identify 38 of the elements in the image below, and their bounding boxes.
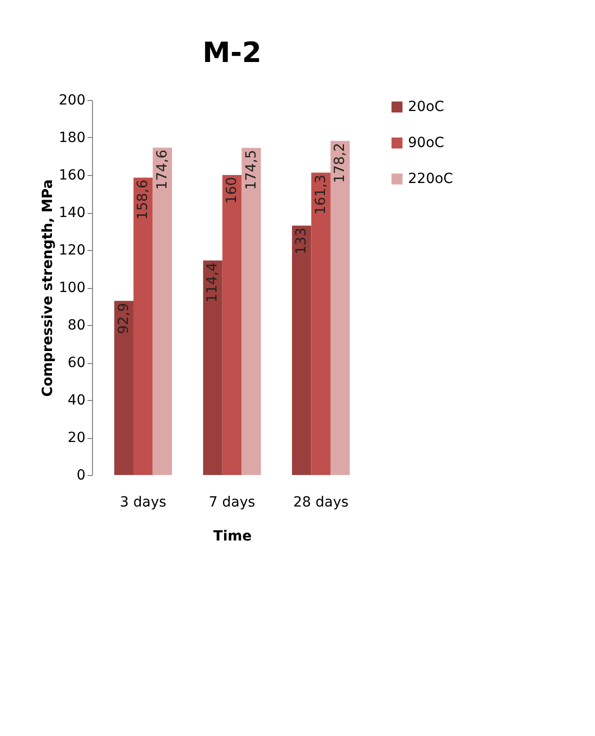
data-label: 158,6 [135, 180, 152, 220]
y-tick-label: 180 [58, 130, 86, 146]
data-label: 174,6 [154, 150, 170, 190]
y-tick-label: 200 [58, 92, 86, 108]
data-label: 133 [294, 228, 310, 254]
y-tick-label: 60 [68, 355, 86, 371]
bar [242, 148, 261, 475]
x-axis-title: Time [213, 528, 252, 544]
bar [133, 178, 153, 475]
data-label: 114,4 [204, 262, 221, 303]
y-axis-title: Compressive strength, MPa [40, 179, 56, 397]
y-tick-label: 120 [58, 242, 86, 258]
legend-label: 90oC [408, 135, 444, 151]
y-tick-label: 140 [58, 205, 86, 221]
legend-label: 20oC [408, 99, 444, 115]
data-label: 178,2 [332, 142, 348, 183]
y-tick-label: 100 [58, 280, 86, 296]
legend-label: 220oC [408, 171, 454, 187]
x-tick-label: 28 days [293, 494, 349, 510]
bar [330, 140, 350, 475]
y-tick-label: 40 [68, 392, 86, 408]
bar [311, 172, 331, 475]
data-label: 161,3 [312, 174, 329, 215]
bar [292, 226, 312, 475]
bar [203, 260, 222, 475]
data-label: 92,9 [116, 302, 132, 334]
x-tick-label: 3 days [120, 494, 166, 510]
chart-title: M-2 [202, 36, 262, 69]
x-tick-label: 7 days [208, 494, 256, 510]
y-tick-label: 80 [68, 318, 86, 334]
bar [222, 175, 242, 475]
data-label: 160 [224, 177, 240, 204]
y-tick-label: 20 [68, 430, 86, 446]
y-tick-label: 0 [76, 468, 86, 484]
bar [114, 300, 134, 475]
bar [152, 148, 172, 475]
y-tick-label: 160 [58, 168, 86, 184]
data-label: 174,5 [243, 150, 260, 190]
